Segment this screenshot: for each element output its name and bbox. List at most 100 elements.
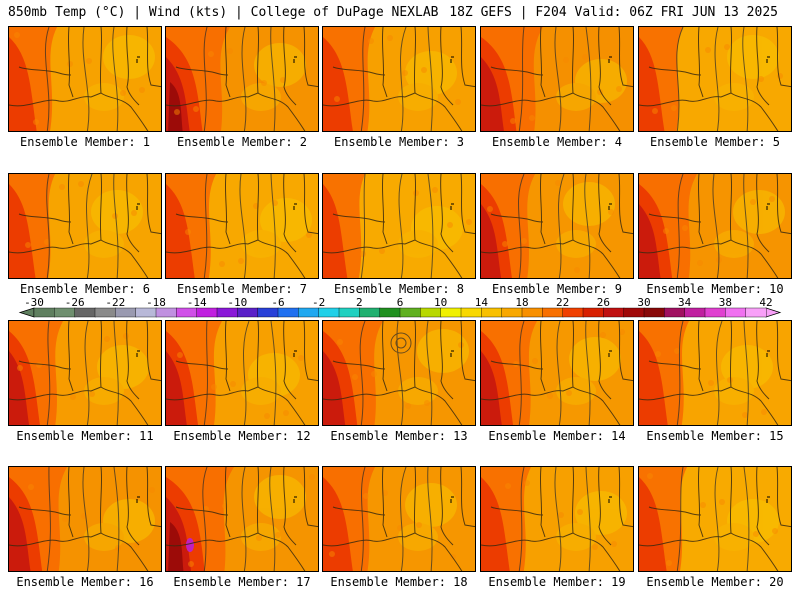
temperature-map (481, 467, 633, 571)
colorbar-segment (460, 307, 483, 318)
temperature-colorbar: -30 -26 -22 -18 -14 -10 -6 -2 2 6 10 14 18 22 26 30 34 38… (18, 296, 782, 318)
colorbar-segment (338, 307, 361, 318)
colorbar-segment (399, 307, 422, 318)
colorbar-segment (237, 307, 259, 318)
temperature-map (323, 321, 475, 425)
ensemble-member-label: Ensemble Member: 16 (16, 575, 154, 589)
colorbar-segment (155, 307, 178, 318)
ensemble-member-label: Ensemble Member: 3 (333, 135, 465, 149)
colorbar-segment (33, 307, 56, 318)
colorbar-tick-label: 18 (515, 296, 528, 309)
ensemble-map-panel (165, 466, 319, 572)
temperature-map (481, 27, 633, 131)
colorbar-segment (745, 307, 767, 318)
colorbar-segment (216, 307, 239, 318)
ensemble-map-panel (165, 26, 319, 132)
colorbar-segment (74, 307, 96, 318)
temperature-map (639, 27, 791, 131)
ensemble-member-label: Ensemble Member: 4 (491, 135, 623, 149)
ensemble-map-panel (8, 26, 162, 132)
ensemble-member-label: Ensemble Member: 17 (173, 575, 311, 589)
colorbar-segment (257, 307, 279, 318)
ensemble-member-label: Ensemble Member: 8 (333, 282, 465, 296)
temperature-map (323, 467, 475, 571)
colorbar-tick-label: 30 (637, 296, 650, 309)
ensemble-member-label: Ensemble Member: 7 (176, 282, 308, 296)
colorbar-segment (115, 307, 137, 318)
temperature-map (166, 467, 318, 571)
colorbar-segment (481, 307, 503, 318)
ensemble-member-label: Ensemble Member: 12 (173, 429, 311, 443)
colorbar-tick-label: -18 (146, 296, 166, 309)
colorbar-tick-label: -30 (24, 296, 44, 309)
colorbar-tick-label: 22 (556, 296, 569, 309)
ensemble-map-panel (638, 173, 792, 279)
colorbar-tick-label: 42 (759, 296, 772, 309)
colorbar-segment (359, 307, 381, 318)
colorbar-segment (298, 307, 320, 318)
temperature-map (166, 27, 318, 131)
colorbar-segment (94, 307, 117, 318)
colorbar-segment (420, 307, 442, 318)
ensemble-map-panel (480, 173, 634, 279)
colorbar-segment (725, 307, 747, 318)
colorbar-segment (603, 307, 625, 318)
colorbar-tick-label: 38 (719, 296, 732, 309)
colorbar-segment (704, 307, 727, 318)
colorbar-tick-label: 2 (356, 296, 363, 309)
colorbar-tick-label: -14 (187, 296, 207, 309)
ensemble-member-label: Ensemble Member: 6 (19, 282, 151, 296)
colorbar-tick-label: -22 (105, 296, 125, 309)
ensemble-map-panel (480, 466, 634, 572)
header-right-title: 18Z GEFS | F204 Valid: 06Z FRI JUN 13 20… (449, 5, 778, 20)
ensemble-map-panel (322, 466, 476, 572)
ensemble-map-panel (8, 320, 162, 426)
colorbar-tick-label: -2 (312, 296, 325, 309)
temperature-map (166, 321, 318, 425)
ensemble-member-label: Ensemble Member: 13 (330, 429, 468, 443)
colorbar-segment (440, 307, 462, 318)
temperature-map (323, 27, 475, 131)
temperature-map (639, 467, 791, 571)
ensemble-member-label: Ensemble Member: 19 (488, 575, 626, 589)
ensemble-member-label: Ensemble Member: 20 (646, 575, 784, 589)
colorbar-segment (379, 307, 401, 318)
colorbar-segment (562, 307, 584, 318)
ensemble-map-panel (480, 26, 634, 132)
colorbar-min-arrow (18, 307, 35, 318)
colorbar-segment (664, 307, 686, 318)
colorbar-segment (54, 307, 76, 318)
colorbar-tick-label: -10 (227, 296, 247, 309)
colorbar-segment (521, 307, 544, 318)
colorbar-tick-label: -6 (271, 296, 284, 309)
colorbar-segment (582, 307, 605, 318)
ensemble-member-label: Ensemble Member: 2 (176, 135, 308, 149)
ensemble-map-panel (638, 466, 792, 572)
ensemble-map-panel (165, 320, 319, 426)
temperature-map (323, 174, 475, 278)
ensemble-map-panel (8, 173, 162, 279)
temperature-map (9, 321, 161, 425)
ensemble-member-label: Ensemble Member: 5 (649, 135, 781, 149)
colorbar-segment (501, 307, 523, 318)
colorbar-segment (318, 307, 340, 318)
colorbar-tick-label: 6 (397, 296, 404, 309)
colorbar-segment (542, 307, 564, 318)
temperature-map (639, 174, 791, 278)
colorbar-segment (196, 307, 218, 318)
ensemble-map-panel (8, 466, 162, 572)
ensemble-map-panel (165, 173, 319, 279)
ensemble-map-panel (322, 320, 476, 426)
header-left-title: 850mb Temp (°C) | Wind (kts) | College o… (8, 5, 439, 20)
ensemble-member-label: Ensemble Member: 15 (646, 429, 784, 443)
ensemble-member-label: Ensemble Member: 11 (16, 429, 154, 443)
temperature-map (481, 174, 633, 278)
colorbar-tick-label: 26 (597, 296, 610, 309)
ensemble-map-panel (638, 320, 792, 426)
colorbar-tick-label: 34 (678, 296, 692, 309)
ensemble-map-panel (322, 26, 476, 132)
temperature-map (639, 321, 791, 425)
colorbar-segment (277, 307, 300, 318)
ensemble-map-panel (480, 320, 634, 426)
temperature-map (166, 174, 318, 278)
